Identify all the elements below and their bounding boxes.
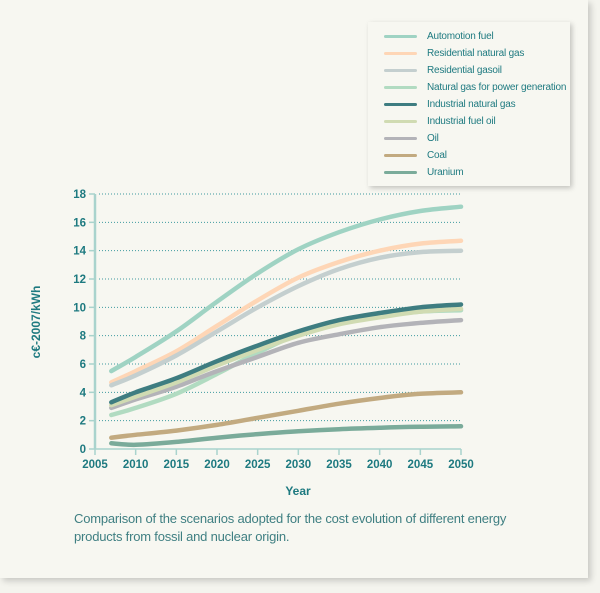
y-tick-label: 10 bbox=[73, 302, 86, 314]
x-tick-labels: 2005 2010 2015 2020 2025 2030 2035 2040 2045 2050 bbox=[82, 459, 474, 471]
legend-swatch bbox=[384, 153, 417, 157]
legend-label: Industrial fuel oil bbox=[427, 115, 496, 127]
legend-item-natural-gas-for-power-generation: Natural gas for power generation bbox=[384, 79, 566, 95]
y-tick-label: 14 bbox=[73, 246, 86, 258]
legend-swatch bbox=[384, 34, 417, 38]
legend-item-oil: Oil bbox=[384, 130, 439, 146]
series-line-industrial-natural-gas bbox=[109, 302, 464, 405]
legend-swatch bbox=[384, 170, 417, 174]
x-tick-label: 2035 bbox=[326, 459, 352, 471]
series-line-uranium bbox=[109, 424, 464, 448]
y-tick-label: 8 bbox=[80, 331, 87, 343]
legend-label: Industrial natural gas bbox=[427, 98, 516, 110]
y-tick-label: 6 bbox=[80, 359, 86, 371]
x-tick-label: 2040 bbox=[367, 459, 393, 471]
series-line-industrial-fuel-oil bbox=[109, 306, 464, 408]
legend-item-residential-gasoil: Residential gasoil bbox=[384, 62, 502, 78]
legend-swatch bbox=[384, 68, 417, 72]
series-line-coal bbox=[109, 390, 464, 440]
y-tick-label: 0 bbox=[80, 444, 86, 456]
y-tick-label: 2 bbox=[80, 416, 86, 428]
axes bbox=[89, 193, 462, 455]
legend-swatch bbox=[384, 85, 417, 89]
x-tick-label: 2045 bbox=[408, 459, 434, 471]
legend-label: Coal bbox=[427, 149, 447, 161]
series-line-automotion-fuel bbox=[109, 204, 464, 374]
legend-label: Natural gas for power generation bbox=[427, 81, 567, 93]
x-tick-label: 2020 bbox=[204, 459, 230, 471]
x-tick-label: 2015 bbox=[164, 459, 190, 471]
figure-caption: Comparison of the scenarios adopted for … bbox=[74, 511, 507, 544]
legend-label: Residential natural gas bbox=[427, 47, 525, 59]
series-lines bbox=[109, 204, 464, 448]
legend-label: Uranium bbox=[427, 166, 464, 178]
x-axis-title: Year bbox=[285, 484, 311, 498]
legend-item-industrial-fuel-oil: Industrial fuel oil bbox=[384, 113, 496, 129]
series-line-residential-gasoil bbox=[109, 248, 464, 388]
legend-swatch bbox=[384, 119, 417, 123]
y-tick-label: 18 bbox=[73, 189, 86, 201]
legend-item-residential-natural-gas: Residential natural gas bbox=[384, 45, 524, 61]
legend-label: Oil bbox=[427, 132, 439, 144]
legend-swatch bbox=[384, 51, 417, 55]
legend-swatch bbox=[384, 136, 417, 140]
legend-item-coal: Coal bbox=[384, 147, 447, 163]
legend-swatch bbox=[384, 102, 417, 106]
x-tick-label: 2050 bbox=[448, 459, 474, 471]
y-tick-labels: 0 2 4 6 8 10 12 14 16 18 bbox=[73, 189, 86, 456]
x-tick-label: 2025 bbox=[245, 459, 271, 471]
x-tick-label: 2010 bbox=[123, 459, 149, 471]
series-line-residential-natural-gas bbox=[109, 238, 464, 385]
legend: Automotion fuel Residential natural gas Re… bbox=[368, 22, 570, 186]
legend-label: Residential gasoil bbox=[427, 64, 502, 76]
x-tick-label: 2030 bbox=[286, 459, 312, 471]
legend-item-uranium: Uranium bbox=[384, 164, 464, 180]
y-tick-label: 16 bbox=[73, 217, 86, 229]
x-tick-label: 2005 bbox=[82, 459, 108, 471]
y-tick-label: 4 bbox=[80, 387, 87, 399]
legend-item-automotion-fuel: Automotion fuel bbox=[384, 28, 494, 44]
legend-label: Automotion fuel bbox=[427, 30, 494, 42]
y-tick-label: 12 bbox=[73, 274, 86, 286]
legend-item-industrial-natural-gas: Industrial natural gas bbox=[384, 96, 516, 112]
series-line-oil bbox=[109, 317, 464, 411]
y-axis-title: c€-2007/kWh bbox=[29, 286, 43, 359]
